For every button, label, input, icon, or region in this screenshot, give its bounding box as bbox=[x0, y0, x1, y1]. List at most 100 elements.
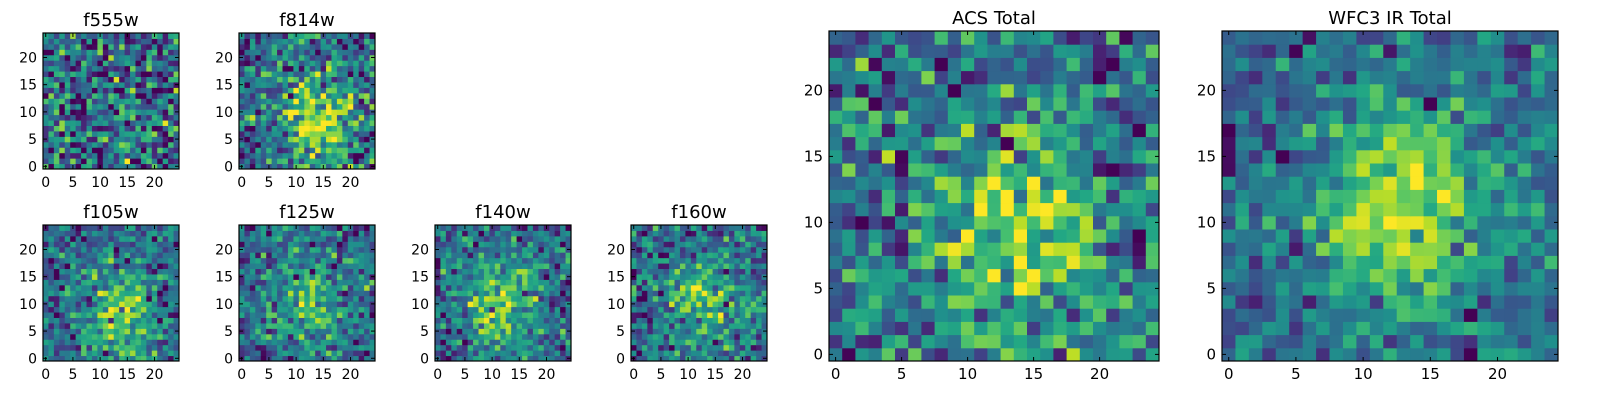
heatmap-cell bbox=[266, 114, 273, 121]
heatmap-cell bbox=[173, 49, 180, 56]
heatmap-cell bbox=[364, 147, 371, 154]
heatmap-cell bbox=[353, 92, 360, 99]
heatmap-cell bbox=[829, 321, 843, 336]
heatmap-cell bbox=[119, 60, 126, 67]
heatmap-cell bbox=[734, 312, 741, 318]
heatmap-cell bbox=[320, 317, 327, 324]
heatmap-cell bbox=[249, 257, 256, 264]
heatmap-cell bbox=[712, 322, 719, 329]
heatmap-cell bbox=[157, 355, 164, 362]
heatmap-cell bbox=[119, 152, 126, 159]
heatmap-cell bbox=[739, 279, 746, 286]
heatmap-cell bbox=[473, 339, 480, 346]
heatmap-cell bbox=[543, 290, 550, 297]
heatmap-cell bbox=[151, 120, 158, 126]
heatmap-cell bbox=[81, 355, 88, 362]
heatmap-cell bbox=[1145, 176, 1160, 190]
heatmap-cell bbox=[113, 109, 120, 116]
heatmap-cell bbox=[304, 125, 311, 132]
heatmap-cell bbox=[1396, 347, 1411, 362]
heatmap-cell bbox=[358, 339, 365, 346]
heatmap-cell bbox=[277, 252, 284, 259]
heatmap-cell bbox=[1235, 176, 1250, 190]
heatmap-cell bbox=[745, 273, 752, 280]
heatmap-cell bbox=[59, 54, 66, 61]
heatmap-cell bbox=[249, 54, 256, 61]
heatmap-cell bbox=[75, 257, 82, 264]
heatmap-cell bbox=[239, 38, 245, 45]
heatmap-cell bbox=[549, 295, 556, 302]
heatmap-cell bbox=[331, 355, 338, 362]
heatmap-cell bbox=[53, 87, 60, 94]
heatmap-cell bbox=[157, 273, 164, 280]
heatmap-cell bbox=[696, 295, 703, 302]
heatmap-cell bbox=[59, 38, 66, 45]
heatmap-cell bbox=[119, 120, 126, 126]
heatmap-cell bbox=[59, 71, 66, 78]
heatmap-cell bbox=[271, 109, 278, 116]
heatmap-cell bbox=[249, 147, 256, 154]
heatmap-cell bbox=[113, 54, 120, 61]
heatmap-cell bbox=[119, 295, 126, 302]
heatmap-cell bbox=[538, 290, 545, 297]
heatmap-cell bbox=[1262, 347, 1277, 362]
heatmap-cell bbox=[53, 257, 60, 264]
heatmap-cell bbox=[1132, 347, 1147, 362]
heatmap-cell bbox=[1040, 123, 1054, 138]
heatmap-cell bbox=[712, 333, 719, 340]
heatmap-cell bbox=[64, 92, 71, 99]
heatmap-cell bbox=[108, 252, 115, 259]
heatmap-cell bbox=[560, 301, 567, 308]
heatmap-cell bbox=[462, 333, 469, 340]
heatmap-cell bbox=[326, 103, 332, 110]
y-tick-label: 0 bbox=[224, 351, 233, 367]
heatmap-cell bbox=[1119, 163, 1134, 177]
heatmap-cell bbox=[271, 339, 278, 346]
heatmap-cell bbox=[347, 301, 354, 308]
heatmap-cell bbox=[669, 322, 676, 329]
heatmap-cell bbox=[102, 81, 109, 88]
heatmap-cell bbox=[48, 225, 55, 231]
heatmap-cell bbox=[320, 301, 327, 308]
heatmap-cell bbox=[1369, 255, 1384, 270]
heatmap-cell bbox=[59, 306, 66, 313]
heatmap-cell bbox=[315, 147, 322, 154]
heatmap-cell bbox=[151, 147, 158, 154]
heatmap-cell bbox=[696, 333, 703, 340]
heatmap-cell bbox=[1145, 268, 1160, 283]
heatmap-cell bbox=[445, 273, 452, 280]
heatmap-cell bbox=[728, 235, 735, 242]
heatmap-cell bbox=[135, 225, 142, 231]
heatmap-cell bbox=[70, 38, 77, 45]
heatmap-cell bbox=[358, 33, 365, 39]
heatmap-cell bbox=[1302, 149, 1317, 164]
heatmap-cell bbox=[881, 123, 896, 138]
heatmap-cell bbox=[304, 87, 311, 94]
heatmap-cell bbox=[1013, 242, 1028, 256]
heatmap-cell bbox=[81, 103, 88, 110]
heatmap-cell bbox=[663, 317, 670, 324]
heatmap-cell bbox=[157, 114, 164, 121]
heatmap-cell bbox=[81, 158, 88, 165]
heatmap-cell bbox=[309, 130, 316, 137]
heatmap-cell bbox=[669, 268, 676, 275]
heatmap-cell bbox=[445, 322, 452, 329]
heatmap-cell bbox=[64, 49, 71, 56]
heatmap-cell bbox=[1119, 242, 1134, 256]
heatmap-cell bbox=[282, 273, 289, 280]
heatmap-cell bbox=[342, 103, 349, 110]
heatmap-cell bbox=[745, 279, 752, 286]
heatmap-cell bbox=[309, 92, 316, 99]
heatmap-cell bbox=[1093, 44, 1107, 58]
heatmap-cell bbox=[282, 306, 289, 313]
heatmap-cell bbox=[761, 350, 768, 357]
heatmap-cell bbox=[565, 252, 572, 259]
heatmap-cell bbox=[293, 49, 300, 56]
heatmap-cell bbox=[701, 333, 708, 340]
heatmap-cell bbox=[331, 65, 338, 72]
heatmap-cell bbox=[336, 322, 343, 329]
heatmap-cell bbox=[701, 284, 708, 291]
heatmap-cell bbox=[543, 312, 550, 318]
heatmap-cell bbox=[43, 87, 49, 94]
heatmap-cell bbox=[282, 163, 289, 170]
